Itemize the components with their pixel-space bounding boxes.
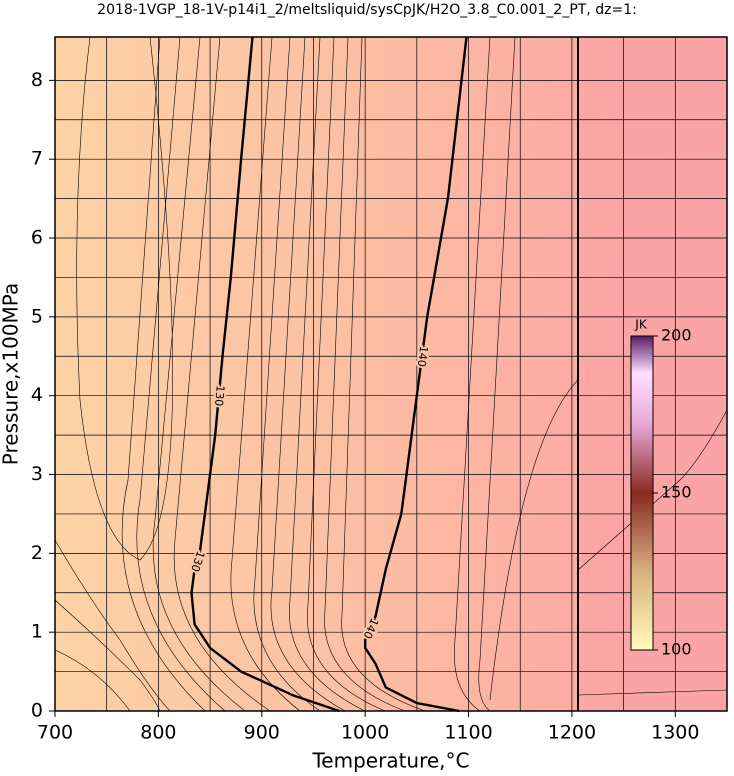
contour-label: 140 (415, 345, 431, 368)
y-tick-label: 1 (31, 621, 43, 643)
y-tick-label: 8 (31, 69, 43, 91)
y-tick-label: 7 (31, 148, 43, 170)
y-tick-label: 5 (31, 305, 43, 327)
y-axis-label: Pressure,x100MPa (0, 283, 23, 465)
thin-contours (54, 36, 728, 712)
x-tick-label: 700 (37, 722, 73, 744)
colorbar (630, 335, 654, 651)
chart-title: 2018-1VGP_18-1V-p14i1_2/meltsliquid/sysC… (97, 2, 637, 18)
x-tick-label: 1300 (651, 722, 699, 744)
y-tick-label: 4 (31, 384, 43, 406)
y-tick-label: 6 (31, 227, 43, 249)
colorbar-tick-label: 150 (661, 483, 692, 502)
contour-label: 130 (212, 385, 227, 407)
x-axis-label: Temperature,°C (311, 749, 469, 773)
y-tick-label: 0 (31, 700, 43, 722)
colorbar-label: JK (634, 318, 648, 332)
x-tick-label: 1100 (444, 722, 492, 744)
colorbar-tick-label: 100 (661, 640, 692, 659)
x-tick-label: 800 (140, 722, 176, 744)
plot-frame (54, 36, 728, 712)
x-tick-label: 1000 (341, 722, 389, 744)
y-tick-label: 2 (31, 542, 43, 564)
colorbar-tick-label: 200 (661, 326, 692, 345)
x-tick-label: 1200 (548, 722, 596, 744)
plot-background (55, 37, 727, 711)
contour-line (364, 36, 468, 713)
contour-line (190, 36, 340, 713)
x-tick-label: 900 (244, 722, 280, 744)
y-tick-label: 3 (31, 463, 43, 485)
